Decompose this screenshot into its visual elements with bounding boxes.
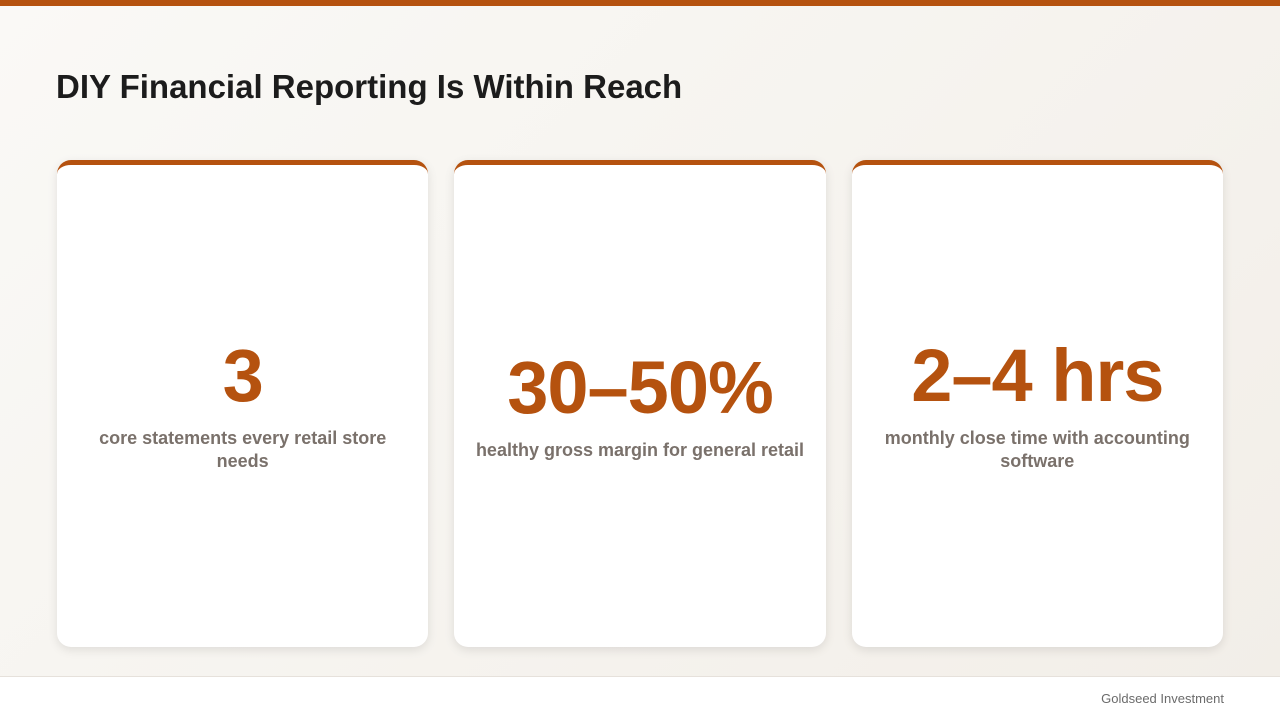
footer-brand: Goldseed Investment [1101, 691, 1224, 706]
stat-value: 2–4 hrs [911, 334, 1164, 417]
stat-card: 3 core statements every retail store nee… [57, 160, 429, 647]
slide-title: DIY Financial Reporting Is Within Reach [56, 68, 683, 105]
stat-value: 3 [222, 334, 264, 417]
stat-card: 2–4 hrs monthly close time with accounti… [851, 160, 1223, 647]
stat-card: 30–50% healthy gross margin for general … [454, 160, 826, 647]
stat-label: monthly close time with accounting softw… [884, 428, 1190, 471]
stat-cards: 3 core statements every retail store nee… [57, 160, 1223, 647]
stat-value: 30–50% [507, 345, 774, 429]
footer: Goldseed Investment [0, 676, 1280, 720]
stat-label: healthy gross margin for general retail [475, 439, 805, 460]
top-bar [0, 0, 1280, 6]
stat-label: core statements every retail store needs [99, 428, 387, 471]
